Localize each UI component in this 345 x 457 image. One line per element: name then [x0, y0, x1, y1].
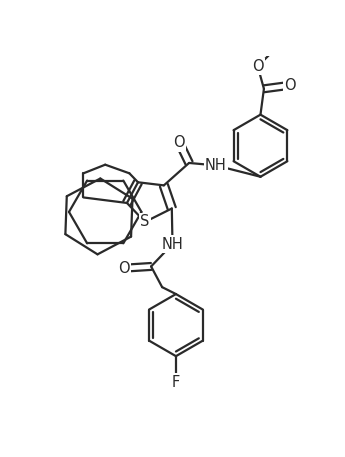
Text: S: S: [140, 214, 150, 229]
Text: O: O: [252, 59, 264, 74]
Text: NH: NH: [161, 237, 184, 251]
Text: O: O: [174, 135, 185, 150]
Text: O: O: [118, 260, 130, 276]
Text: NH: NH: [205, 158, 227, 173]
Text: O: O: [284, 78, 296, 93]
Text: F: F: [172, 375, 180, 389]
